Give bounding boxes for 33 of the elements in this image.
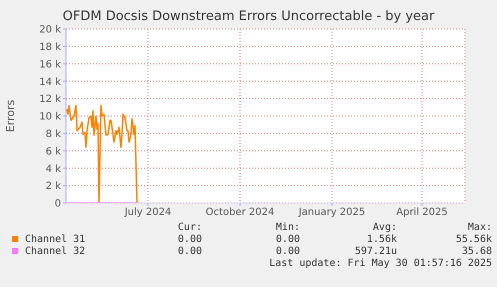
x-tick-label: January 2025 (298, 207, 366, 218)
y-tick-label: 0 (54, 198, 61, 210)
text: 1.56k (366, 234, 397, 246)
y-tick-label: 20 k (39, 24, 62, 36)
legend-label: Channel 32 (24, 246, 86, 258)
text: 55.56k (454, 234, 492, 246)
y-tick-label: 12 k (39, 94, 62, 106)
text: Last update: Fri May 30 01:57:16 2025 (268, 258, 492, 270)
y-tick-label: 14 k (39, 76, 62, 88)
text: Cur: (176, 222, 202, 234)
x-tick-label: October 2024 (206, 207, 274, 218)
y-axis-title: Errors (4, 100, 17, 132)
text: 0.00 (274, 246, 300, 258)
y-tick-label: 18 k (39, 42, 62, 53)
text: 0.00 (176, 234, 202, 246)
y-tick-label: 8 k (46, 128, 62, 140)
line-series (66, 104, 138, 203)
chart-title: OFDM Docsis Downstream Errors Uncorrectable - by year (62, 9, 436, 24)
y-tick-label: 2 k (46, 181, 62, 192)
y-tick-label: 4 k (46, 164, 62, 175)
y-tick-label: 10 k (39, 112, 62, 123)
x-tick-label: April 2025 (396, 207, 448, 218)
text: Max: (466, 222, 492, 234)
y-tick-label: 16 k (39, 59, 62, 70)
text: Min: (274, 222, 300, 234)
y-tick-label: 6 k (46, 146, 62, 158)
legend-label: Channel 31 (24, 234, 86, 246)
text: 0.00 (176, 246, 202, 258)
text: Avg: (372, 222, 397, 234)
text: 35.68 (460, 246, 492, 258)
text: 597.21u (354, 246, 397, 258)
text: 0.00 (274, 234, 300, 246)
x-tick-label: July 2024 (124, 207, 172, 218)
